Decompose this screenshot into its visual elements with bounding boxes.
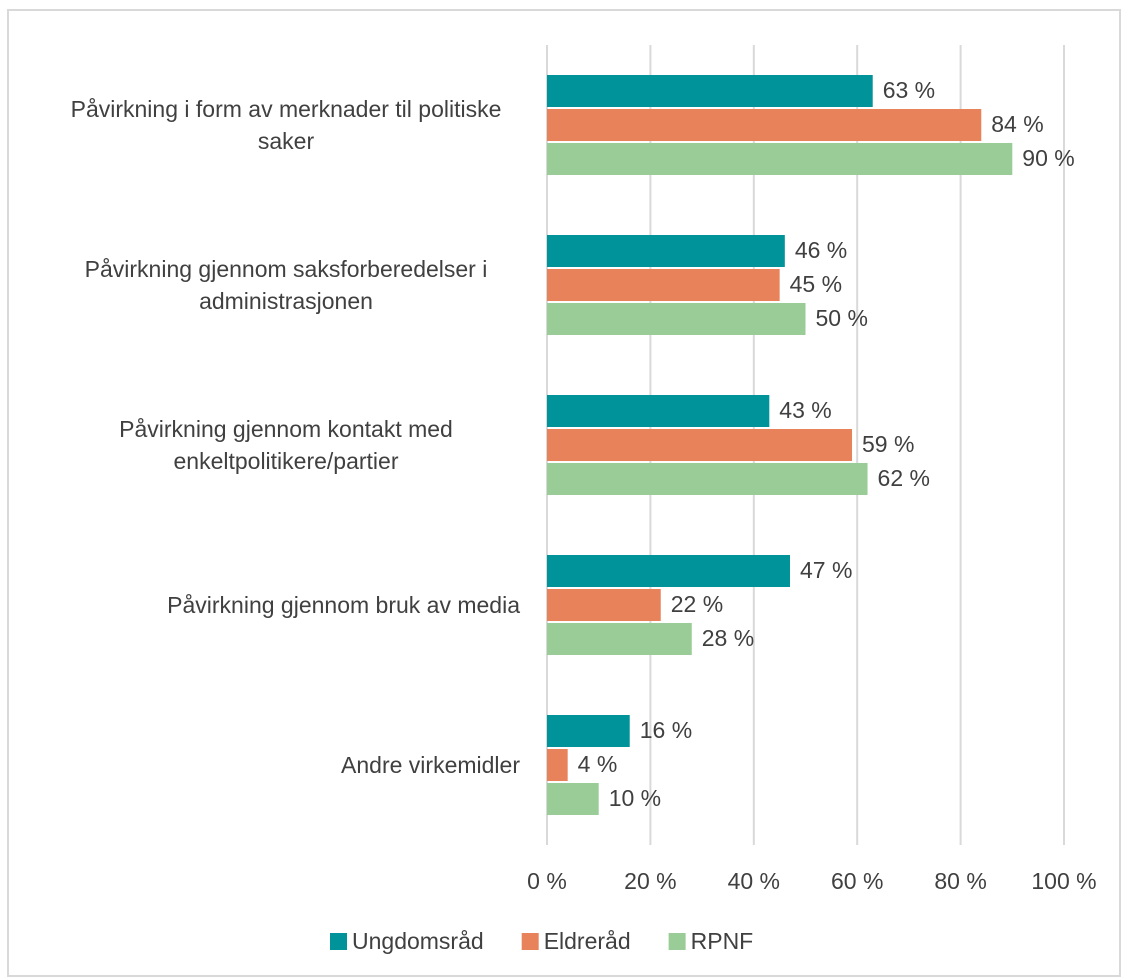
chart-frame bbox=[7, 9, 1121, 977]
bar bbox=[547, 143, 1013, 175]
legend-label: RPNF bbox=[691, 928, 754, 954]
bar bbox=[547, 715, 630, 747]
data-label: 10 % bbox=[609, 785, 661, 811]
legend-label: Eldreråd bbox=[544, 928, 631, 954]
category-label: Andre virkemidler bbox=[341, 752, 520, 778]
bar bbox=[547, 269, 780, 301]
bar bbox=[547, 623, 692, 655]
category-label: Påvirkning gjennom bruk av media bbox=[167, 592, 520, 618]
data-label: 45 % bbox=[790, 271, 842, 297]
x-tick-label: 100 % bbox=[1031, 868, 1096, 894]
legend-label: Ungdomsråd bbox=[352, 928, 484, 954]
data-label: 50 % bbox=[816, 305, 868, 331]
bar bbox=[547, 749, 568, 781]
bar bbox=[547, 235, 785, 267]
bar bbox=[547, 463, 868, 495]
category-label: Påvirkning gjennom kontakt med enkeltpol… bbox=[119, 416, 453, 474]
bar bbox=[547, 783, 599, 815]
x-tick-label: 60 % bbox=[831, 868, 883, 894]
data-label: 43 % bbox=[779, 397, 831, 423]
data-label: 62 % bbox=[878, 465, 930, 491]
data-label: 22 % bbox=[671, 591, 723, 617]
x-tick-label: 20 % bbox=[624, 868, 676, 894]
data-label: 84 % bbox=[991, 111, 1043, 137]
bar bbox=[547, 555, 790, 587]
data-label: 47 % bbox=[800, 557, 852, 583]
data-label: 90 % bbox=[1022, 145, 1074, 171]
legend-swatch bbox=[330, 933, 347, 950]
category-label: Påvirkning i form av merknader til polit… bbox=[70, 96, 502, 154]
bar bbox=[547, 75, 873, 107]
category-label-box: Andre virkemidler bbox=[40, 749, 520, 781]
data-label: 4 % bbox=[578, 751, 618, 777]
category-label-box: Påvirkning gjennom saksforberedelser i a… bbox=[40, 253, 520, 317]
data-label: 16 % bbox=[640, 717, 692, 743]
bar bbox=[547, 109, 982, 141]
data-label: 28 % bbox=[702, 625, 754, 651]
data-label: 59 % bbox=[862, 431, 914, 457]
data-label: 63 % bbox=[883, 77, 935, 103]
category-label-box: Påvirkning i form av merknader til polit… bbox=[40, 93, 520, 157]
category-label-box: Påvirkning gjennom kontakt med enkeltpol… bbox=[40, 413, 520, 477]
bar bbox=[547, 589, 661, 621]
data-label: 46 % bbox=[795, 237, 847, 263]
bar bbox=[547, 429, 853, 461]
x-tick-label: 0 % bbox=[527, 868, 567, 894]
x-tick-label: 40 % bbox=[728, 868, 780, 894]
bar bbox=[547, 303, 806, 335]
category-label: Påvirkning gjennom saksforberedelser i a… bbox=[84, 256, 488, 314]
bar bbox=[547, 395, 770, 427]
x-tick-label: 80 % bbox=[934, 868, 986, 894]
legend-swatch bbox=[668, 933, 686, 950]
category-label-box: Påvirkning gjennom bruk av media bbox=[40, 589, 520, 621]
legend-swatch bbox=[521, 933, 539, 950]
